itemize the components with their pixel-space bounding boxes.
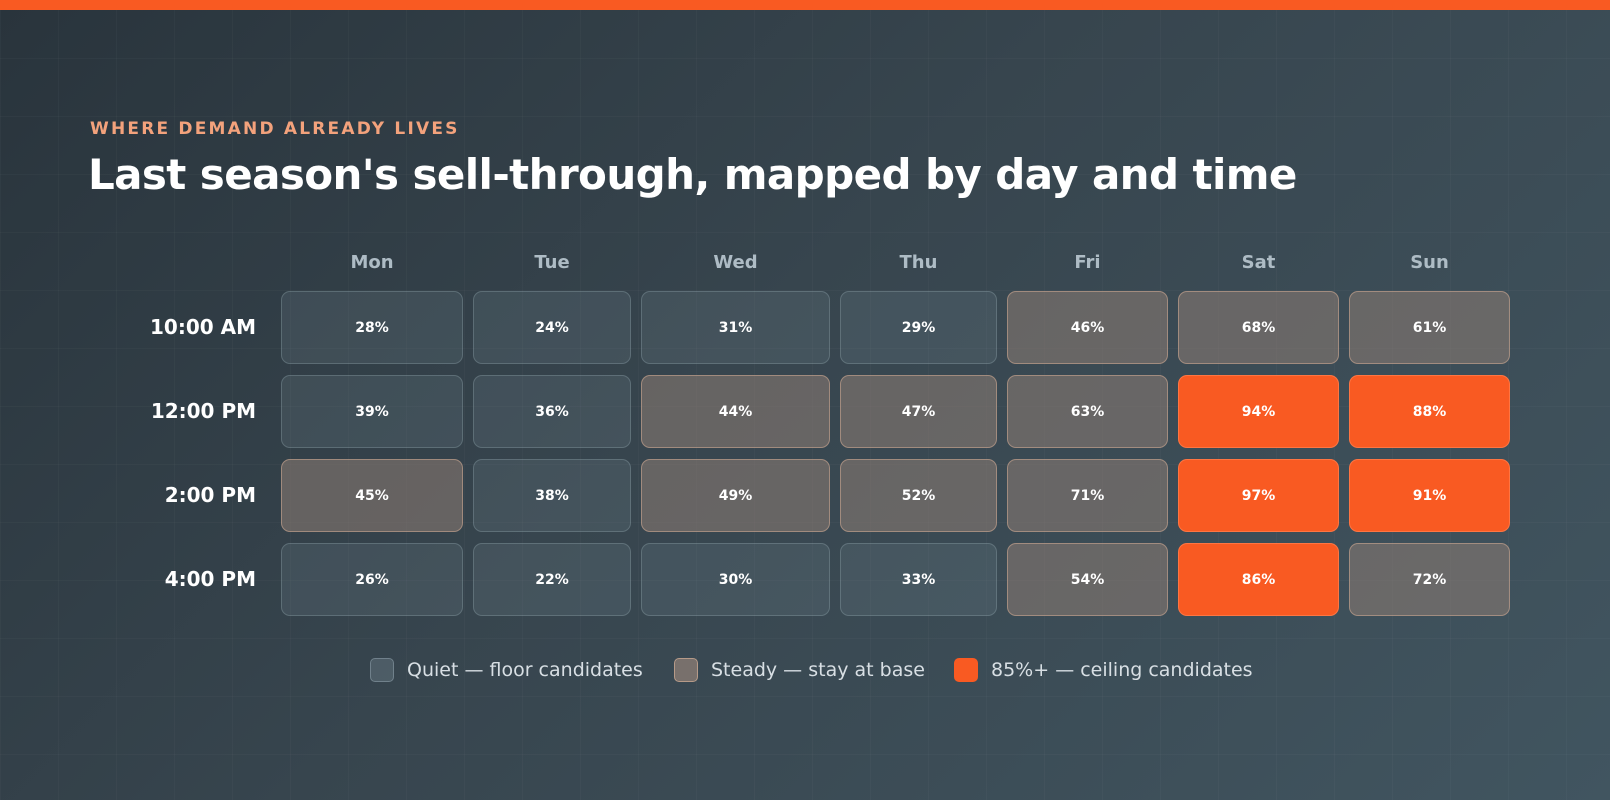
legend-item-quiet: Quiet — floor candidates	[370, 657, 643, 683]
column-header-mon: Mon	[350, 252, 394, 273]
column-header-thu: Thu	[899, 252, 938, 273]
top-accent-bar	[0, 0, 1610, 10]
row-label: 2:00 PM	[164, 483, 256, 507]
heatmap-cell-tue-0: 24%	[473, 291, 631, 364]
heatmap-cell-wed-3: 30%	[641, 543, 830, 616]
heatmap-cell-sun-2: 91%	[1349, 459, 1510, 532]
legend-swatch-steady	[674, 658, 698, 682]
heatmap-cell-sun-3: 72%	[1349, 543, 1510, 616]
heatmap-cell-fri-1: 63%	[1007, 375, 1168, 448]
eyebrow-label: WHERE DEMAND ALREADY LIVES	[90, 119, 460, 139]
heatmap-cell-wed-1: 44%	[641, 375, 830, 448]
heatmap-cell-sun-0: 61%	[1349, 291, 1510, 364]
legend-item-steady: Steady — stay at base	[674, 657, 925, 683]
heatmap-cell-fri-2: 71%	[1007, 459, 1168, 532]
heatmap-cell-tue-2: 38%	[473, 459, 631, 532]
row-label: 4:00 PM	[164, 567, 256, 591]
column-header-fri: Fri	[1074, 252, 1101, 273]
heatmap-cell-sat-2: 97%	[1178, 459, 1339, 532]
row-label: 12:00 PM	[150, 399, 256, 423]
row-label: 10:00 AM	[149, 315, 256, 339]
heatmap-cell-mon-3: 26%	[281, 543, 463, 616]
heatmap-cell-fri-3: 54%	[1007, 543, 1168, 616]
column-header-tue: Tue	[534, 252, 570, 273]
heatmap-cell-sat-1: 94%	[1178, 375, 1339, 448]
heatmap-cell-sat-0: 68%	[1178, 291, 1339, 364]
column-header-wed: Wed	[713, 252, 758, 273]
heatmap-cell-wed-2: 49%	[641, 459, 830, 532]
heatmap-cell-thu-1: 47%	[840, 375, 997, 448]
legend-label-peak: 85%+ — ceiling candidates	[991, 659, 1253, 681]
page-title: Last season's sell-through, mapped by da…	[88, 150, 1297, 199]
heatmap-cell-fri-0: 46%	[1007, 291, 1168, 364]
heatmap-cell-sat-3: 86%	[1178, 543, 1339, 616]
heatmap-cell-thu-2: 52%	[840, 459, 997, 532]
legend-label-steady: Steady — stay at base	[711, 659, 925, 681]
column-header-sat: Sat	[1241, 252, 1276, 273]
legend-swatch-quiet	[370, 658, 394, 682]
heatmap-cell-mon-0: 28%	[281, 291, 463, 364]
legend-item-peak: 85%+ — ceiling candidates	[954, 657, 1253, 683]
heatmap-cell-mon-2: 45%	[281, 459, 463, 532]
heatmap-cell-mon-1: 39%	[281, 375, 463, 448]
heatmap-cell-wed-0: 31%	[641, 291, 830, 364]
column-header-sun: Sun	[1410, 252, 1449, 273]
heatmap-cell-tue-1: 36%	[473, 375, 631, 448]
heatmap-cell-sun-1: 88%	[1349, 375, 1510, 448]
legend-swatch-peak	[954, 658, 978, 682]
heatmap-cell-thu-0: 29%	[840, 291, 997, 364]
heatmap-cell-thu-3: 33%	[840, 543, 997, 616]
legend-label-quiet: Quiet — floor candidates	[407, 659, 643, 681]
heatmap-cell-tue-3: 22%	[473, 543, 631, 616]
